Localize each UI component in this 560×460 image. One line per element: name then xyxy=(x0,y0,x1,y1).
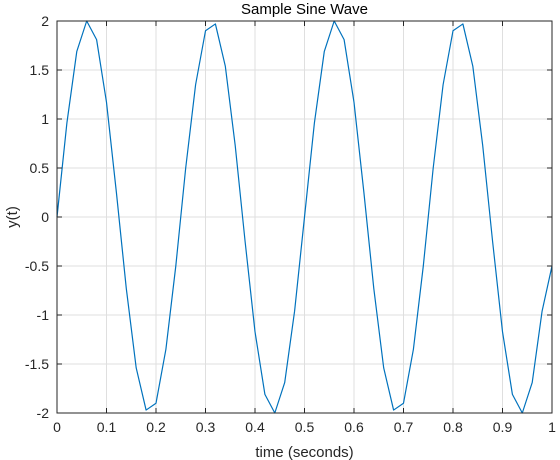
y-tick-label: -0.5 xyxy=(25,258,49,274)
y-tick-label: 0.5 xyxy=(30,160,50,176)
x-tick-labels: 0 0.1 0.2 0.3 0.4 0.5 0.6 0.7 0.8 0.9 1 xyxy=(53,419,556,435)
chart-title: Sample Sine Wave xyxy=(241,1,368,18)
x-tick-label: 0.4 xyxy=(245,419,265,435)
x-tick-label: 0.7 xyxy=(394,419,414,435)
y-tick-label: 1.5 xyxy=(30,62,50,78)
x-tick-label: 0.5 xyxy=(295,419,315,435)
x-tick-label: 1 xyxy=(548,419,556,435)
y-axis-label: y(t) xyxy=(4,206,21,228)
sine-wave-line xyxy=(56,20,553,414)
x-tick-label: 0.1 xyxy=(97,419,117,435)
y-tick-label: 0 xyxy=(41,209,49,225)
x-tick-label: 0.8 xyxy=(443,419,463,435)
x-tick-label: 0.6 xyxy=(344,419,364,435)
series-layer xyxy=(56,20,553,414)
x-tick-label: 0.9 xyxy=(493,419,513,435)
y-tick-label: -1 xyxy=(37,307,50,323)
x-tick-label: 0 xyxy=(53,419,61,435)
y-tick-label: 1 xyxy=(41,111,49,127)
x-tick-label: 0.3 xyxy=(196,419,216,435)
y-tick-labels: 2 1.5 1 0.5 0 -0.5 -1 -1.5 -2 xyxy=(25,13,49,421)
y-tick-label: -2 xyxy=(37,405,50,421)
y-tick-label: -1.5 xyxy=(25,356,49,372)
tick-marks xyxy=(56,20,553,414)
x-tick-label: 0.2 xyxy=(146,419,166,435)
y-tick-label: 2 xyxy=(41,13,49,29)
x-axis-label: time (seconds) xyxy=(255,444,353,460)
